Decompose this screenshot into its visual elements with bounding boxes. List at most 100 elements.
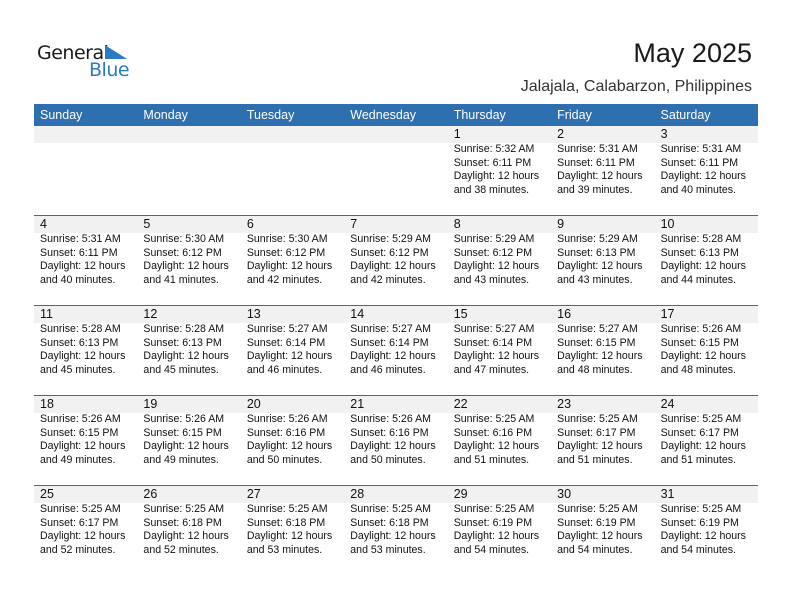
- week-row: 18 Sunrise: 5:26 AM Sunset: 6:15 PM Dayl…: [34, 395, 758, 486]
- sunset-time: Sunset: 6:18 PM: [143, 516, 222, 529]
- sunrise-time: Sunrise: 5:25 AM: [40, 503, 121, 515]
- day-cell: 22 Sunrise: 5:25 AM Sunset: 6:16 PM Dayl…: [448, 396, 551, 486]
- day-cell: 2 Sunrise: 5:31 AM Sunset: 6:11 PM Dayli…: [551, 126, 654, 216]
- day-number: 12: [143, 307, 158, 321]
- sunrise-time: Sunrise: 5:29 AM: [350, 233, 431, 245]
- day-cell: 19 Sunrise: 5:26 AM Sunset: 6:15 PM Dayl…: [137, 396, 240, 486]
- sunrise-time: Sunrise: 5:27 AM: [453, 323, 535, 335]
- sunset-time: Sunset: 6:14 PM: [453, 336, 533, 349]
- daylight-hours: Daylight: 12 hours: [453, 440, 540, 452]
- sunset-time: Sunset: 6:19 PM: [557, 516, 636, 529]
- day-cell: 18 Sunrise: 5:26 AM Sunset: 6:15 PM Dayl…: [34, 396, 137, 486]
- day-number: 4: [40, 217, 47, 231]
- sunset-time: Sunset: 6:15 PM: [143, 426, 222, 439]
- daylight-minutes: and 54 minutes.: [557, 543, 633, 556]
- daylight-minutes: and 48 minutes.: [557, 363, 633, 376]
- daylight-minutes: and 41 minutes.: [143, 273, 219, 286]
- day-number: 13: [246, 307, 261, 321]
- day-number: 14: [350, 307, 365, 321]
- daylight-minutes: and 51 minutes.: [660, 453, 736, 466]
- daylight-hours: Daylight: 12 hours: [40, 440, 126, 452]
- day-number: 27: [246, 487, 261, 501]
- week-divider: [34, 395, 758, 396]
- sunset-time: Sunset: 6:11 PM: [557, 156, 635, 169]
- day-cell: 20 Sunrise: 5:26 AM Sunset: 6:16 PM Dayl…: [241, 396, 344, 486]
- daylight-minutes: and 43 minutes.: [453, 273, 530, 286]
- sunset-time: Sunset: 6:18 PM: [246, 516, 326, 529]
- logo-text-general: General: [37, 42, 109, 64]
- day-cell: 7 Sunrise: 5:29 AM Sunset: 6:12 PM Dayli…: [344, 216, 447, 306]
- daylight-hours: Daylight: 12 hours: [143, 260, 229, 272]
- week-row: 4 Sunrise: 5:31 AM Sunset: 6:11 PM Dayli…: [34, 215, 758, 306]
- day-number: 2: [557, 127, 565, 141]
- day-cell: 3 Sunrise: 5:31 AM Sunset: 6:11 PM Dayli…: [655, 126, 758, 216]
- weekday-header: Sunday Monday Tuesday Wednesday Thursday Frid…: [34, 104, 758, 126]
- sunrise-time: Sunrise: 5:26 AM: [40, 413, 121, 425]
- daylight-hours: Daylight: 12 hours: [453, 260, 540, 272]
- day-number: 11: [40, 307, 53, 321]
- day-cell: 8 Sunrise: 5:29 AM Sunset: 6:12 PM Dayli…: [448, 216, 551, 306]
- daylight-hours: Daylight: 12 hours: [453, 170, 540, 182]
- daylight-minutes: and 43 minutes.: [557, 273, 633, 286]
- daylight-minutes: and 48 minutes.: [660, 363, 736, 376]
- week-divider: [34, 485, 758, 486]
- daylight-hours: Daylight: 12 hours: [557, 170, 643, 182]
- weekday-tuesday: Tuesday: [246, 108, 295, 122]
- sunset-time: Sunset: 6:14 PM: [350, 336, 429, 349]
- day-number: 18: [40, 397, 54, 411]
- daylight-hours: Daylight: 12 hours: [557, 260, 643, 272]
- daylight-minutes: and 53 minutes.: [350, 543, 426, 556]
- sunrise-time: Sunrise: 5:28 AM: [143, 323, 225, 335]
- day-cell: 16 Sunrise: 5:27 AM Sunset: 6:15 PM Dayl…: [551, 306, 654, 396]
- day-number: 15: [453, 307, 468, 321]
- sunset-time: Sunset: 6:17 PM: [557, 426, 636, 439]
- day-cell: 31 Sunrise: 5:25 AM Sunset: 6:19 PM Dayl…: [655, 486, 758, 576]
- sunrise-time: Sunrise: 5:28 AM: [40, 323, 121, 335]
- daylight-minutes: and 53 minutes.: [246, 543, 323, 556]
- sunrise-time: Sunrise: 5:27 AM: [350, 323, 431, 335]
- daylight-minutes: and 47 minutes.: [453, 363, 530, 376]
- weekday-friday: Friday: [557, 108, 592, 122]
- date-band: [34, 216, 758, 233]
- daylight-hours: Daylight: 12 hours: [246, 260, 333, 272]
- sunrise-time: Sunrise: 5:25 AM: [660, 503, 742, 515]
- day-number: 16: [557, 307, 572, 321]
- daylight-minutes: and 49 minutes.: [40, 453, 116, 466]
- daylight-hours: Daylight: 12 hours: [143, 530, 229, 542]
- day-cell: 1 Sunrise: 5:32 AM Sunset: 6:11 PM Dayli…: [448, 126, 551, 216]
- day-number: 1: [453, 127, 461, 141]
- day-cell: 12 Sunrise: 5:28 AM Sunset: 6:13 PM Dayl…: [137, 306, 240, 396]
- day-number: 26: [143, 487, 158, 501]
- sunset-time: Sunset: 6:13 PM: [40, 336, 119, 349]
- daylight-minutes: and 52 minutes.: [143, 543, 219, 556]
- day-cell: 30 Sunrise: 5:25 AM Sunset: 6:19 PM Dayl…: [551, 486, 654, 576]
- sunset-time: Sunset: 6:15 PM: [40, 426, 119, 439]
- date-band: [34, 306, 758, 323]
- sunrise-time: Sunrise: 5:29 AM: [453, 233, 535, 245]
- sunrise-time: Sunrise: 5:31 AM: [40, 233, 121, 245]
- sunset-time: Sunset: 6:17 PM: [40, 516, 119, 529]
- sunrise-time: Sunrise: 5:25 AM: [453, 503, 535, 515]
- sunset-time: Sunset: 6:13 PM: [557, 246, 636, 259]
- day-number: 22: [453, 397, 468, 411]
- sunrise-time: Sunrise: 5:32 AM: [453, 143, 535, 155]
- daylight-minutes: and 45 minutes.: [143, 363, 219, 376]
- sunset-time: Sunset: 6:15 PM: [660, 336, 739, 349]
- day-number: 31: [660, 487, 675, 501]
- sunrise-time: Sunrise: 5:25 AM: [660, 413, 742, 425]
- sunrise-time: Sunrise: 5:26 AM: [350, 413, 431, 425]
- sunset-time: Sunset: 6:19 PM: [660, 516, 739, 529]
- day-number: 23: [557, 397, 572, 411]
- daylight-hours: Daylight: 12 hours: [453, 530, 540, 542]
- logo-text-blue: Blue: [89, 59, 130, 81]
- sunrise-time: Sunrise: 5:30 AM: [143, 233, 225, 245]
- daylight-minutes: and 46 minutes.: [350, 363, 426, 376]
- sunset-time: Sunset: 6:16 PM: [453, 426, 533, 439]
- day-cell: 15 Sunrise: 5:27 AM Sunset: 6:14 PM Dayl…: [448, 306, 551, 396]
- sunset-time: Sunset: 6:11 PM: [660, 156, 739, 169]
- day-cell: 11 Sunrise: 5:28 AM Sunset: 6:13 PM Dayl…: [34, 306, 137, 396]
- day-cell: 5 Sunrise: 5:30 AM Sunset: 6:12 PM Dayli…: [137, 216, 240, 306]
- sunrise-time: Sunrise: 5:27 AM: [246, 323, 328, 335]
- daylight-minutes: and 38 minutes.: [453, 183, 530, 196]
- sunset-time: Sunset: 6:11 PM: [453, 156, 532, 169]
